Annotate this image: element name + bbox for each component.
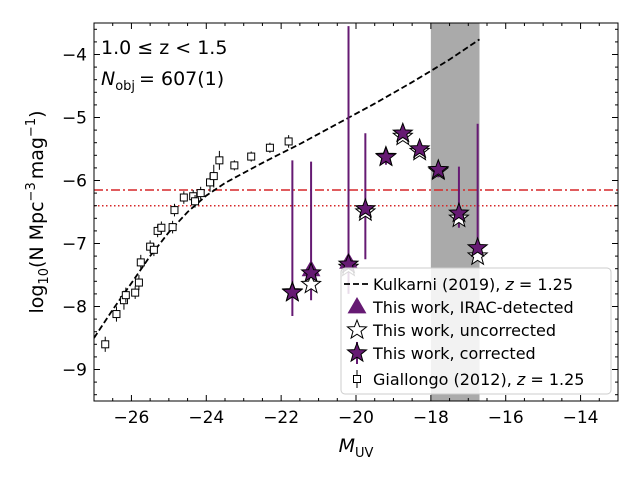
corrected-star bbox=[375, 145, 397, 167]
legend-handle-filled-star bbox=[346, 341, 368, 363]
x-tick-label: −20 bbox=[338, 408, 374, 428]
legend: Kulkarni (2019), z = 1.25 This work, IRAC… bbox=[340, 267, 612, 395]
giallongo-point bbox=[247, 151, 256, 162]
legend-label: Giallongo (2012), z = 1.25 bbox=[373, 370, 584, 389]
y-tick-label: −7 bbox=[62, 235, 87, 255]
uncorrected-star bbox=[300, 273, 322, 294]
legend-label: This work, uncorrected bbox=[372, 321, 556, 340]
giallongo-point bbox=[121, 287, 130, 303]
giallongo-point bbox=[209, 164, 218, 188]
giallongo-point bbox=[168, 220, 177, 234]
giallongo-point bbox=[101, 336, 110, 352]
y-tick-label: −8 bbox=[62, 298, 87, 318]
giallongo-marker bbox=[191, 197, 200, 206]
giallongo-point bbox=[131, 286, 140, 299]
giallongo-point bbox=[284, 135, 293, 148]
corrected-star bbox=[391, 121, 414, 143]
giallongo-marker bbox=[112, 310, 121, 319]
y-axis-label: log10(N Mpc−3mag−1) bbox=[24, 110, 52, 313]
x-tick-label: −22 bbox=[263, 408, 299, 428]
giallongo-point bbox=[191, 194, 200, 208]
y-tick-label: −4 bbox=[62, 46, 87, 66]
corrected-star bbox=[448, 201, 470, 223]
giallongo-point bbox=[215, 150, 224, 170]
corrected-star bbox=[300, 261, 322, 283]
giallongo-marker bbox=[284, 137, 293, 146]
y-tick-label: −9 bbox=[62, 361, 87, 381]
x-tick-label: −14 bbox=[563, 408, 599, 428]
giallongo-point bbox=[136, 254, 145, 270]
kulkarni-curve bbox=[94, 38, 481, 339]
giallongo-point bbox=[149, 243, 158, 257]
giallongo-marker bbox=[196, 189, 205, 198]
giallongo-point bbox=[157, 221, 166, 235]
giallongo-marker bbox=[136, 258, 145, 267]
legend-entry-irac: This work, IRAC-detected bbox=[347, 296, 574, 317]
giallongo-marker bbox=[168, 223, 177, 232]
legend-handle-open-star bbox=[346, 318, 368, 340]
giallongo-marker bbox=[149, 245, 158, 254]
legend-box bbox=[340, 267, 612, 395]
x-tick-label: −24 bbox=[188, 408, 224, 428]
giallongo-marker bbox=[131, 288, 140, 297]
giallongo-marker bbox=[157, 223, 166, 232]
y-tick-label: −6 bbox=[62, 172, 87, 192]
giallongo-point bbox=[196, 186, 205, 200]
corrected-star bbox=[354, 197, 377, 219]
legend-entry-uncorrected: This work, uncorrected bbox=[346, 318, 556, 340]
giallongo-point bbox=[179, 191, 188, 204]
giallongo-point bbox=[170, 203, 179, 217]
giallongo-marker bbox=[121, 291, 130, 300]
annotation-nobj: Nobj = 607(1) bbox=[101, 68, 224, 94]
giallongo-marker bbox=[265, 143, 274, 152]
y-tick-label: −5 bbox=[62, 109, 87, 129]
giallongo-point bbox=[112, 306, 121, 322]
annotation-redshift: 1.0 ≤ z < 1.5 bbox=[101, 37, 227, 59]
corrected-star bbox=[466, 236, 489, 258]
uncorrected-star bbox=[466, 244, 489, 266]
x-tick-label: −16 bbox=[488, 408, 524, 428]
legend-label: This work, corrected bbox=[372, 344, 536, 363]
corrected-star bbox=[281, 281, 304, 302]
giallongo-point bbox=[265, 142, 274, 153]
legend-entry-giallongo: Giallongo (2012), z = 1.25 bbox=[353, 370, 584, 389]
corrected-star bbox=[408, 137, 431, 159]
giallongo-marker bbox=[134, 278, 143, 287]
legend-entry-corrected: This work, corrected bbox=[346, 341, 536, 364]
giallongo-marker bbox=[215, 156, 224, 165]
giallongo-marker bbox=[247, 152, 256, 161]
corrected-star bbox=[427, 158, 450, 180]
giallongo-marker bbox=[101, 340, 110, 349]
x-tick-label: −26 bbox=[113, 408, 149, 428]
x-tick-label: −18 bbox=[413, 408, 449, 428]
giallongo-point bbox=[134, 275, 143, 291]
giallongo-point bbox=[230, 160, 239, 171]
legend-entry-kulkarni: Kulkarni (2019), z = 1.25 bbox=[344, 275, 573, 294]
giallongo-marker bbox=[230, 161, 239, 170]
giallongo-marker bbox=[209, 172, 218, 181]
legend-handle-square bbox=[353, 375, 361, 383]
legend-handle-triangle bbox=[347, 296, 367, 314]
x-axis-label: MUV bbox=[339, 435, 374, 461]
legend-label: Kulkarni (2019), z = 1.25 bbox=[373, 275, 573, 294]
giallongo-marker bbox=[179, 193, 188, 202]
legend-label: This work, IRAC-detected bbox=[372, 298, 574, 317]
giallongo-marker bbox=[170, 206, 179, 215]
